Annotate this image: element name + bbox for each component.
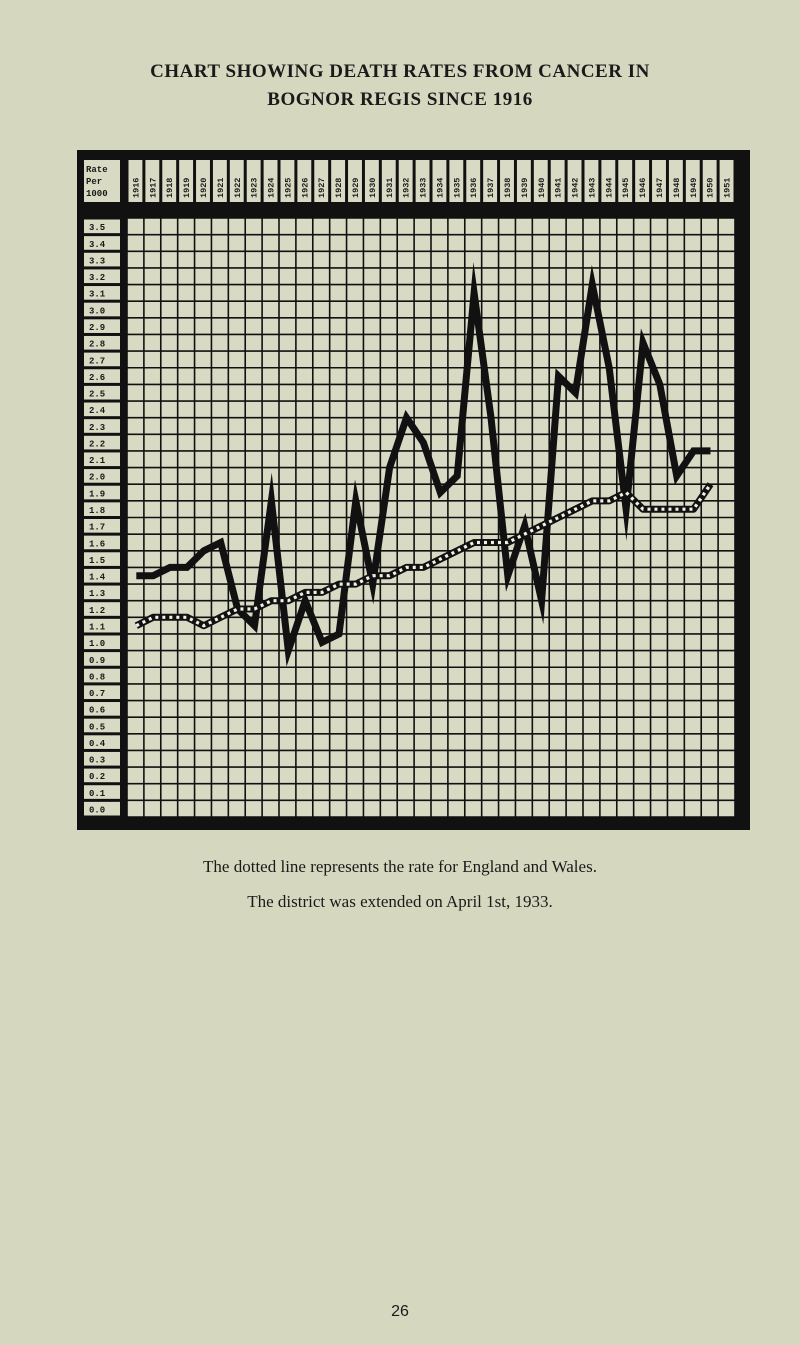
svg-text:3.1: 3.1 [89, 290, 106, 300]
svg-text:3.5: 3.5 [89, 223, 105, 233]
svg-text:1930: 1930 [368, 178, 378, 198]
svg-text:0.1: 0.1 [89, 789, 106, 799]
svg-text:1928: 1928 [334, 178, 344, 198]
svg-text:1917: 1917 [148, 178, 158, 198]
svg-text:1936: 1936 [469, 178, 479, 198]
svg-text:1933: 1933 [419, 178, 429, 198]
svg-text:1919: 1919 [182, 178, 192, 198]
svg-text:Rate: Rate [86, 165, 108, 175]
svg-text:1.6: 1.6 [89, 539, 105, 549]
svg-text:2.2: 2.2 [89, 439, 105, 449]
legend-caption: The dotted line represents the rate for … [203, 857, 597, 876]
svg-text:1.8: 1.8 [89, 506, 105, 516]
svg-text:0.0: 0.0 [89, 806, 105, 816]
svg-text:1918: 1918 [165, 178, 175, 198]
svg-text:0.5: 0.5 [89, 722, 105, 732]
series-lines [134, 261, 714, 667]
svg-text:1941: 1941 [554, 178, 564, 198]
svg-text:0.8: 0.8 [89, 672, 105, 682]
svg-text:3.2: 3.2 [89, 273, 105, 283]
page-number: 26 [391, 1303, 409, 1320]
svg-text:0.4: 0.4 [89, 739, 106, 749]
svg-text:1.4: 1.4 [89, 573, 106, 583]
y-axis-labels: 3.5 3.4 3.3 3.2 3.1 3.0 2.9 2.8 2.7 2.6 2.5 2.4 2.3 2… [84, 219, 120, 816]
svg-text:1.2: 1.2 [89, 606, 105, 616]
svg-text:1948: 1948 [672, 178, 682, 198]
svg-text:0.3: 0.3 [89, 756, 105, 766]
svg-text:2.1: 2.1 [89, 456, 106, 466]
svg-text:3.0: 3.0 [89, 306, 105, 316]
svg-text:1938: 1938 [503, 178, 513, 198]
svg-text:1950: 1950 [706, 178, 716, 198]
svg-text:1.3: 1.3 [89, 589, 105, 599]
svg-text:0.6: 0.6 [89, 706, 105, 716]
svg-text:1921: 1921 [216, 178, 226, 198]
svg-text:1951: 1951 [723, 178, 733, 198]
svg-text:1.9: 1.9 [89, 489, 105, 499]
svg-text:1946: 1946 [638, 178, 648, 198]
svg-text:1927: 1927 [317, 178, 327, 198]
svg-text:1924: 1924 [267, 178, 277, 198]
svg-text:2.6: 2.6 [89, 373, 105, 383]
x-axis-labels: 1916 1917 1918 1919 1920 1921 1922 1923 1924 1925… [128, 160, 734, 202]
svg-text:1940: 1940 [537, 178, 547, 198]
svg-text:1922: 1922 [233, 178, 243, 198]
grid [126, 217, 736, 818]
england-wales-line-dots [135, 483, 712, 628]
svg-text:2.9: 2.9 [89, 323, 105, 333]
chart-title-line-2: BOGNOR REGIS SINCE 1916 [267, 89, 533, 110]
svg-text:3.4: 3.4 [89, 240, 106, 250]
svg-text:1929: 1929 [351, 178, 361, 198]
axis-header: Rate Per 1000 [84, 160, 120, 202]
svg-text:1916: 1916 [131, 178, 141, 198]
svg-text:2.0: 2.0 [89, 473, 105, 483]
svg-text:2.8: 2.8 [89, 340, 105, 350]
svg-text:1.0: 1.0 [89, 639, 105, 649]
bognor-regis-line [136, 261, 711, 667]
svg-text:1939: 1939 [520, 178, 530, 198]
svg-text:1934: 1934 [435, 178, 445, 198]
svg-text:0.7: 0.7 [89, 689, 105, 699]
svg-text:0.9: 0.9 [89, 656, 105, 666]
chart-title-line-1: CHART SHOWING DEATH RATES FROM CANCER IN [150, 61, 650, 82]
svg-text:1.1: 1.1 [89, 622, 106, 632]
svg-text:2.4: 2.4 [89, 406, 106, 416]
svg-text:1943: 1943 [587, 178, 597, 198]
svg-text:1923: 1923 [250, 178, 260, 198]
svg-text:1944: 1944 [604, 178, 614, 198]
svg-text:0.2: 0.2 [89, 772, 105, 782]
svg-text:1931: 1931 [385, 178, 395, 198]
svg-text:1947: 1947 [655, 178, 665, 198]
svg-text:2.5: 2.5 [89, 390, 105, 400]
svg-text:1.7: 1.7 [89, 523, 105, 533]
svg-text:3.3: 3.3 [89, 256, 105, 266]
svg-text:1.5: 1.5 [89, 556, 105, 566]
svg-text:1920: 1920 [199, 178, 209, 198]
svg-text:2.3: 2.3 [89, 423, 105, 433]
svg-text:1932: 1932 [402, 178, 412, 198]
svg-text:1949: 1949 [689, 178, 699, 198]
svg-text:2.7: 2.7 [89, 356, 105, 366]
svg-text:1000: 1000 [86, 189, 108, 199]
svg-text:1942: 1942 [571, 178, 581, 198]
svg-text:1925: 1925 [283, 178, 293, 198]
svg-text:1935: 1935 [452, 178, 462, 198]
svg-text:Per: Per [86, 177, 102, 187]
svg-text:1945: 1945 [621, 178, 631, 198]
svg-text:1926: 1926 [300, 178, 310, 198]
svg-text:1937: 1937 [486, 178, 496, 198]
annotation-caption: The district was extended on April 1st, … [247, 892, 553, 911]
